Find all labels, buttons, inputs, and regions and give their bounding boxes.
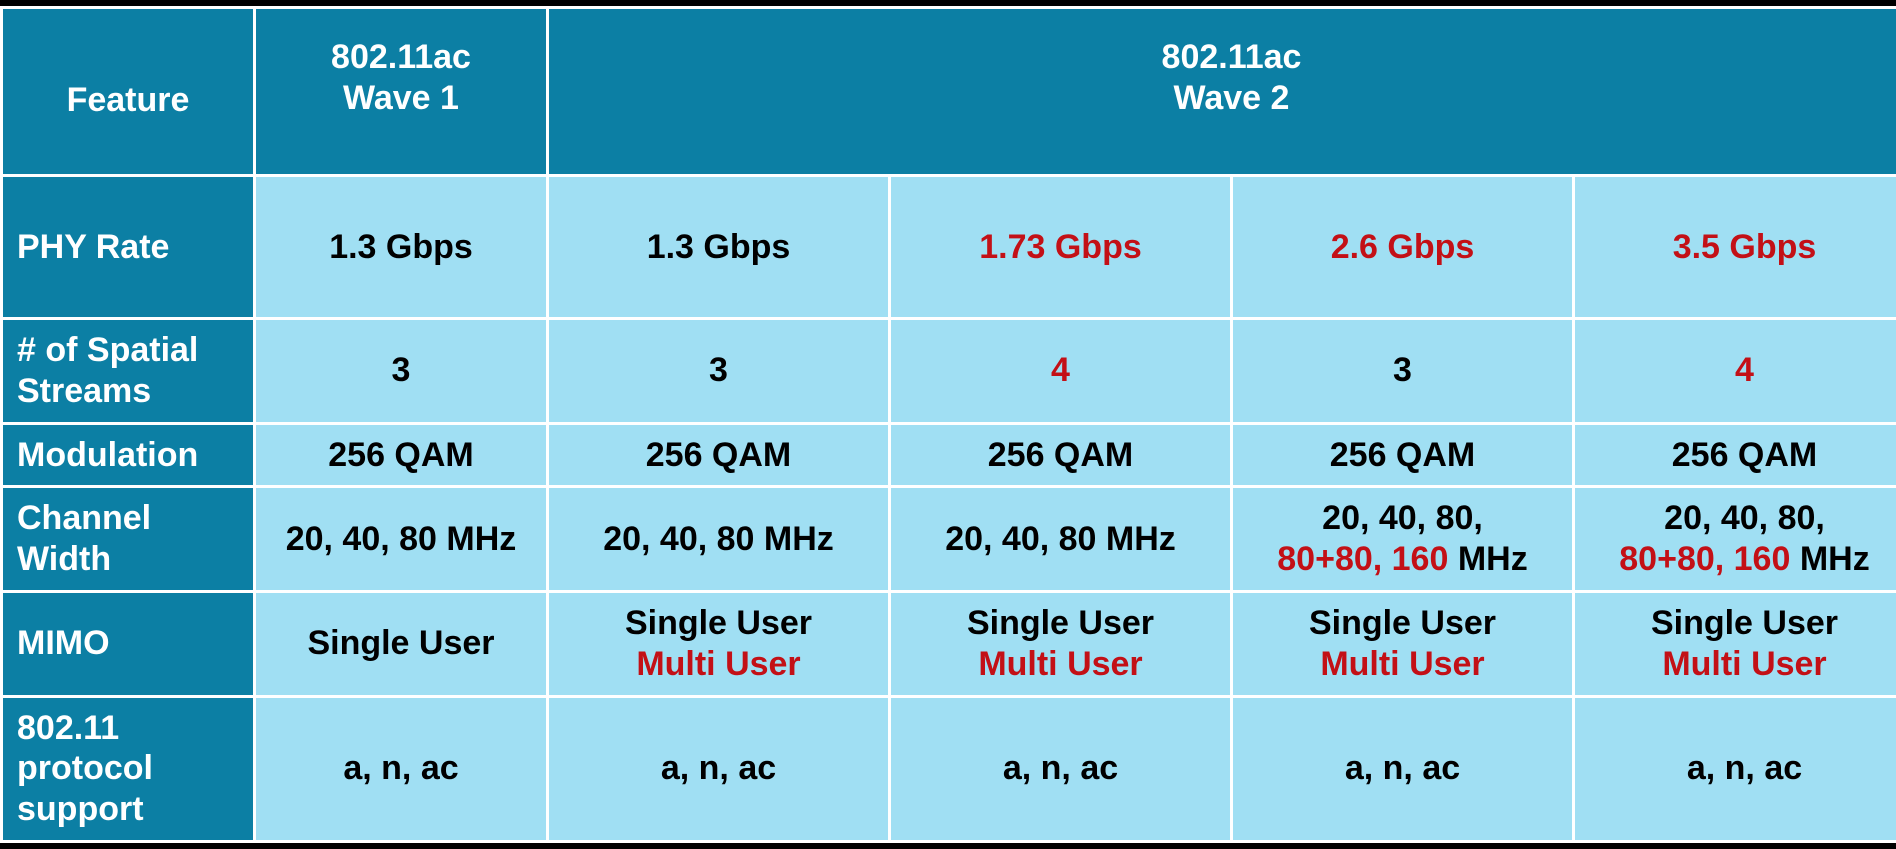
cell-phy-w2a: 1.3 Gbps	[549, 177, 888, 317]
header-wave2-line2: Wave 2	[557, 78, 1896, 119]
cell-mimo-4-l1: Single User	[1241, 603, 1564, 644]
cell-chw-5-l2a: 80+80, 160	[1619, 540, 1790, 578]
cell-mimo-5-l1: Single User	[1583, 603, 1896, 644]
row-label-mimo: MIMO	[3, 593, 253, 695]
cell-chw-4-l2b: MHz	[1448, 540, 1527, 578]
cell-chw-2: 20, 40, 80 MHz	[549, 488, 888, 590]
cell-mimo-4-l2: Multi User	[1241, 644, 1564, 685]
cell-proto-4: a, n, ac	[1233, 698, 1572, 840]
cell-mod-2: 256 QAM	[549, 425, 888, 486]
cell-mod-4: 256 QAM	[1233, 425, 1572, 486]
cell-mimo-4: Single User Multi User	[1233, 593, 1572, 695]
header-feature-label: Feature	[67, 81, 190, 119]
cell-proto-3: a, n, ac	[891, 698, 1230, 840]
header-wave2-line1: 802.11ac	[557, 37, 1896, 78]
header-wave2: 802.11ac Wave 2	[549, 9, 1896, 174]
row-channel-width: Channel Width 20, 40, 80 MHz 20, 40, 80 …	[3, 488, 1896, 590]
cell-mimo-3-l1: Single User	[899, 603, 1222, 644]
row-mimo: MIMO Single User Single User Multi User …	[3, 593, 1896, 695]
cell-chw-5-l2: 80+80, 160 MHz	[1583, 539, 1896, 580]
row-label-modulation: Modulation	[3, 425, 253, 486]
cell-chw-5-l1: 20, 40, 80,	[1583, 498, 1896, 539]
cell-mimo-3-l2: Multi User	[899, 644, 1222, 685]
cell-phy-wave1: 1.3 Gbps	[256, 177, 546, 317]
cell-streams-1: 3	[256, 320, 546, 422]
table-header-row: Feature 802.11ac Wave 1 802.11ac Wave 2	[3, 9, 1896, 174]
row-phy-rate: PHY Rate 1.3 Gbps 1.3 Gbps 1.73 Gbps 2.6…	[3, 177, 1896, 317]
cell-phy-w2d: 3.5 Gbps	[1575, 177, 1896, 317]
row-label-protocol: 802.11 protocol support	[3, 698, 253, 840]
cell-streams-4: 3	[1233, 320, 1572, 422]
row-label-channel-width: Channel Width	[3, 488, 253, 590]
cell-phy-w2b: 1.73 Gbps	[891, 177, 1230, 317]
row-spatial-streams: # of Spatial Streams 3 3 4 3 4	[3, 320, 1896, 422]
cell-streams-3: 4	[891, 320, 1230, 422]
cell-chw-5-l2b: MHz	[1790, 540, 1869, 578]
cell-chw-4-l2: 80+80, 160 MHz	[1241, 539, 1564, 580]
cell-proto-2: a, n, ac	[549, 698, 888, 840]
cell-proto-1: a, n, ac	[256, 698, 546, 840]
row-modulation: Modulation 256 QAM 256 QAM 256 QAM 256 Q…	[3, 425, 1896, 486]
cell-mimo-5-l2: Multi User	[1583, 644, 1896, 685]
cell-mimo-2-l1: Single User	[557, 603, 880, 644]
row-label-phy: PHY Rate	[3, 177, 253, 317]
cell-chw-4-l2a: 80+80, 160	[1277, 540, 1448, 578]
cell-phy-w2c: 2.6 Gbps	[1233, 177, 1572, 317]
header-wave1-line1: 802.11ac	[264, 37, 538, 78]
cell-mod-1: 256 QAM	[256, 425, 546, 486]
cell-chw-5: 20, 40, 80, 80+80, 160 MHz	[1575, 488, 1896, 590]
row-protocol-support: 802.11 protocol support a, n, ac a, n, a…	[3, 698, 1896, 840]
cell-chw-4: 20, 40, 80, 80+80, 160 MHz	[1233, 488, 1572, 590]
cell-proto-5: a, n, ac	[1575, 698, 1896, 840]
row-label-streams: # of Spatial Streams	[3, 320, 253, 422]
cell-chw-4-l1: 20, 40, 80,	[1241, 498, 1564, 539]
header-wave1-line2: Wave 1	[264, 78, 538, 119]
cell-chw-3: 20, 40, 80 MHz	[891, 488, 1230, 590]
cell-mimo-2: Single User Multi User	[549, 593, 888, 695]
comparison-table-container: Feature 802.11ac Wave 1 802.11ac Wave 2 …	[0, 0, 1896, 849]
cell-mod-5: 256 QAM	[1575, 425, 1896, 486]
cell-mimo-5: Single User Multi User	[1575, 593, 1896, 695]
header-wave1: 802.11ac Wave 1	[256, 9, 546, 174]
cell-mimo-3: Single User Multi User	[891, 593, 1230, 695]
header-feature: Feature	[3, 9, 253, 174]
cell-mimo-2-l2: Multi User	[557, 644, 880, 685]
cell-streams-5: 4	[1575, 320, 1896, 422]
wifi-comparison-table: Feature 802.11ac Wave 1 802.11ac Wave 2 …	[0, 6, 1896, 843]
cell-chw-1: 20, 40, 80 MHz	[256, 488, 546, 590]
cell-streams-2: 3	[549, 320, 888, 422]
cell-mod-3: 256 QAM	[891, 425, 1230, 486]
cell-mimo-1: Single User	[256, 593, 546, 695]
